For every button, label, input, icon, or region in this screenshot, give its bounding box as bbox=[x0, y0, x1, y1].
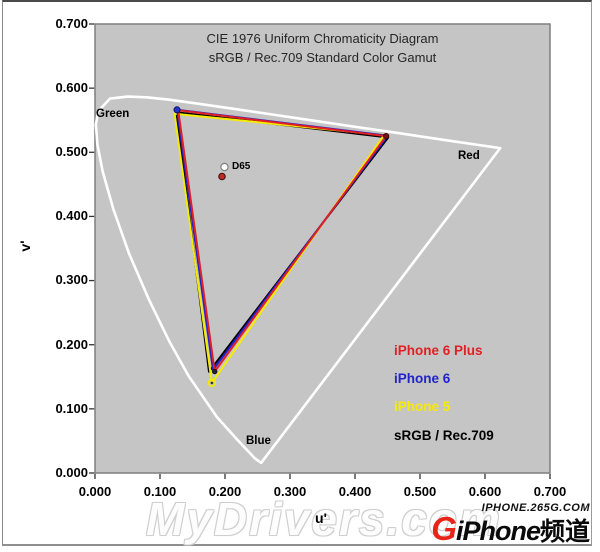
logo-channel-text: 频道 bbox=[539, 518, 590, 546]
x-tick-label: 0.500 bbox=[403, 484, 437, 499]
blue-vertex-marker bbox=[212, 368, 218, 375]
measured-white-point-marker bbox=[218, 172, 226, 181]
legend-item-srgb-rec709: sRGB / Rec.709 bbox=[394, 428, 494, 443]
y-tick-label: 0.200 bbox=[55, 337, 88, 352]
x-tick-label: 0.600 bbox=[468, 484, 502, 499]
legend-item-iphone-6-plus: iPhone 6 Plus bbox=[394, 343, 483, 358]
logo-iphone-text: iPhone bbox=[455, 516, 541, 546]
x-tick-label: 0.000 bbox=[78, 484, 112, 499]
spectral-locus-curve bbox=[94, 95, 502, 465]
chart-title: CIE 1976 Uniform Chromaticity Diagram sR… bbox=[95, 29, 550, 67]
iphone-6-plus-gamut-triangle bbox=[177, 109, 388, 373]
x-tick-label: 0.400 bbox=[338, 484, 372, 499]
logo-wordmark: G iPhone 频道 bbox=[431, 510, 590, 547]
x-axis-title: u' bbox=[315, 510, 327, 526]
x-tick-label: 0.300 bbox=[273, 484, 307, 499]
y-axis-title: v' bbox=[17, 240, 33, 252]
iphone-5-gamut-triangle bbox=[173, 112, 385, 384]
x-tick-label: 0.700 bbox=[533, 484, 567, 499]
y-tick-label: 0.600 bbox=[55, 80, 88, 95]
logo-g-letter: G bbox=[431, 510, 457, 547]
x-tick-label: 0.100 bbox=[143, 484, 177, 499]
iphone6plus-red-primary-marker bbox=[383, 133, 390, 140]
chart-title-line1: CIE 1976 Uniform Chromaticity Diagram bbox=[206, 31, 439, 46]
giphone-logo: IPHONE.265G.COM G iPhone 频道 bbox=[431, 502, 590, 547]
iphone5-blue-center-dot bbox=[210, 381, 214, 385]
red-region-label: Red bbox=[458, 150, 480, 162]
y-tick-label: 0.300 bbox=[55, 272, 88, 287]
plot-area bbox=[94, 23, 551, 474]
y-tick-label: 0.100 bbox=[55, 401, 88, 416]
blue-region-label: Blue bbox=[246, 435, 271, 447]
x-tick-label: 0.200 bbox=[208, 484, 242, 499]
legend-item-iphone-5: iPhone 5 bbox=[394, 399, 451, 414]
green-region-label: Green bbox=[96, 108, 130, 120]
iphone6-green-primary-marker bbox=[173, 106, 181, 114]
y-tick-label: 0.700 bbox=[55, 16, 88, 31]
y-tick-label: 0.000 bbox=[55, 465, 88, 480]
legend-item-iphone-6: iPhone 6 bbox=[394, 371, 451, 386]
y-tick-label: 0.500 bbox=[55, 144, 88, 159]
y-tick-label: 0.400 bbox=[55, 208, 88, 223]
d65-reference-marker bbox=[220, 162, 229, 172]
logo-site-url: IPHONE.265G.COM bbox=[481, 502, 590, 514]
d65-label: D65 bbox=[232, 161, 251, 172]
iphone5-blue-ring-marker bbox=[207, 378, 217, 388]
chart-title-line2: sRGB / Rec.709 Standard Color Gamut bbox=[208, 50, 437, 65]
mydrivers-watermark: MyDrivers.com bbox=[146, 493, 502, 545]
